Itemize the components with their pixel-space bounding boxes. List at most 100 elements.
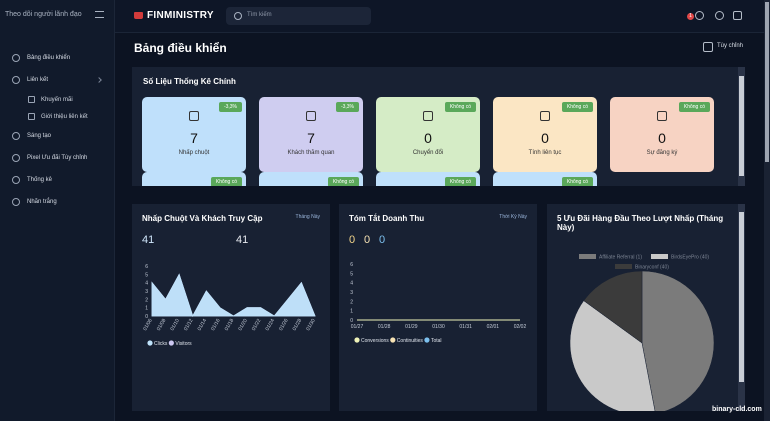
- total-value: 41: [236, 234, 249, 246]
- change-badge: Không có: [210, 177, 242, 186]
- stat-card: Không có: [376, 172, 480, 186]
- menu-item[interactable]: Sáng tạo: [0, 125, 115, 147]
- menu-label: Nhãn trắng: [27, 199, 57, 205]
- chart: 0 1 2 3 4 5 6 01/27 01/28 01/29 01/30 01/31 02/01 02/…: [350, 262, 527, 344]
- chart: Affiliate Referral (1) BirdsEyePro (40)Bi…: [569, 204, 745, 411]
- menu-label: Bảng điều khiển: [27, 55, 71, 61]
- search-box[interactable]: Tìm kiếm: [226, 7, 371, 25]
- sidebar: Theo dõi người lãnh đạo Bảng điều khiển L…: [0, 0, 115, 421]
- x-tick-label: 01/08: [156, 318, 168, 332]
- submenu-label: Giới thiệu liên kết: [41, 113, 88, 120]
- panel-title: Tóm Tắt Doanh Thu: [349, 214, 425, 223]
- card-icon: [306, 111, 316, 121]
- legend-label: Conversions: [361, 338, 389, 344]
- stat-card: Không có: [142, 172, 246, 186]
- menu-icon: [12, 176, 20, 184]
- page-scroll-thumb[interactable]: [765, 2, 769, 162]
- legend-swatch: [168, 340, 174, 346]
- menu-icon: [12, 154, 20, 162]
- x-tick-label: 01/28: [378, 324, 391, 330]
- y-tick-label: 4: [145, 281, 148, 287]
- y-tick-label: 2: [350, 299, 353, 305]
- panel-title: 5 Ưu Đãi Hàng Đầu Theo Lượt Nhấp (Tháng …: [557, 214, 724, 232]
- menu-item[interactable]: Nhãn trắng: [0, 191, 115, 213]
- y-tick-label: 3: [350, 290, 353, 296]
- y-tick-label: 2: [145, 297, 148, 303]
- x-tick-label: 01/28: [292, 318, 304, 332]
- submenu-item[interactable]: Khuyến mãi: [0, 91, 115, 108]
- total-value: 0: [379, 234, 386, 246]
- x-tick-label: 01/29: [405, 324, 418, 330]
- x-tick-label: 02/02: [514, 324, 527, 330]
- panel-period: Tháng Này: [295, 214, 320, 220]
- change-badge: -3,3%: [218, 102, 242, 112]
- x-tick-label: 01/14: [197, 318, 209, 332]
- stat-value: 0: [658, 130, 666, 146]
- menu-label: Liên kết: [27, 77, 49, 83]
- total-value: 0: [349, 234, 356, 246]
- legend-label: Clicks: [154, 341, 168, 347]
- y-tick-label: 4: [350, 281, 353, 287]
- bell-icon[interactable]: [695, 11, 704, 20]
- revenue-panel: Tóm Tắt Doanh Thu Thời Kỳ Này 0 0 0 0 1 2 3 4 5 6 01…: [339, 204, 537, 411]
- total-value: 0: [364, 234, 371, 246]
- offers-panel: 5 Ưu Đãi Hàng Đầu Theo Lượt Nhấp (Tháng …: [547, 204, 745, 411]
- topbar: FINMINISTRY Tìm kiếm 1: [115, 0, 770, 33]
- stats-title: Số Liệu Thống Kê Chính: [143, 77, 236, 86]
- card-icon: [657, 111, 667, 121]
- page-scrollbar[interactable]: [764, 0, 770, 421]
- change-badge: Không có: [444, 102, 476, 112]
- y-tick-label: 0: [350, 318, 353, 324]
- menu-item[interactable]: Pixel Ưu đãi Tùy chỉnh: [0, 147, 115, 169]
- x-tick-label: 01/27: [351, 324, 364, 330]
- pie-slice: [569, 300, 656, 411]
- x-tick-label: 01/22: [251, 318, 263, 332]
- y-tick-label: 3: [145, 289, 148, 295]
- x-tick-label: 01/10: [169, 318, 181, 332]
- brand[interactable]: FINMINISTRY: [134, 10, 214, 21]
- submenu-icon: [28, 96, 35, 103]
- panel-period: Thời Kỳ Này: [499, 214, 527, 220]
- card-icon: [189, 111, 199, 121]
- stat-card: Không có: [493, 172, 597, 186]
- stat-value: 7: [307, 130, 315, 146]
- legend-label: BirdsEyePro (40): [671, 255, 709, 261]
- user-icon[interactable]: [733, 11, 742, 20]
- stat-card: Không có 0 Sự đăng ký: [610, 97, 714, 172]
- menu-item[interactable]: Bảng điều khiển: [0, 47, 115, 69]
- change-badge: Không có: [327, 177, 359, 186]
- legend-swatch: [651, 254, 668, 259]
- x-tick-label: 01/26: [278, 318, 290, 332]
- legend-swatch: [615, 264, 632, 269]
- change-badge: Không có: [678, 102, 710, 112]
- stat-card: Không có 0 Tính liên tục: [493, 97, 597, 172]
- legend-swatch: [579, 254, 596, 259]
- collapse-button[interactable]: [95, 11, 104, 18]
- stat-card: -3,3% 7 Nhấp chuột: [142, 97, 246, 172]
- menu-icon: [12, 132, 20, 140]
- card-icon: [540, 111, 550, 121]
- notification-badge: 1: [687, 13, 694, 20]
- stat-card: Không có: [259, 172, 363, 186]
- stat-card: Không có 0 Chuyển đổi: [376, 97, 480, 172]
- x-tick-label: 01/24: [265, 318, 277, 332]
- mention-icon[interactable]: [715, 11, 724, 20]
- x-tick-label: 01/18: [224, 318, 236, 332]
- y-tick-label: 1: [145, 306, 148, 312]
- watermark: binary-cld.com: [712, 406, 762, 413]
- x-tick-label: 01/16: [210, 318, 222, 332]
- change-badge: Không có: [561, 102, 593, 112]
- card-icon: [423, 111, 433, 121]
- legend-label: Binaryconf (40): [635, 265, 669, 271]
- menu-item[interactable]: Thống kê: [0, 169, 115, 191]
- pie-slice: [641, 270, 715, 411]
- stat-label: Chuyển đổi: [412, 150, 444, 156]
- customize-button[interactable]: Tùy chỉnh: [703, 42, 743, 52]
- scroll-thumb[interactable]: [739, 76, 744, 176]
- legend-swatch: [354, 337, 360, 343]
- menu-item[interactable]: Liên kết: [0, 69, 115, 91]
- scroll-thumb: [739, 212, 744, 382]
- y-tick-label: 1: [350, 309, 353, 315]
- submenu-item[interactable]: Giới thiệu liên kết: [0, 108, 115, 125]
